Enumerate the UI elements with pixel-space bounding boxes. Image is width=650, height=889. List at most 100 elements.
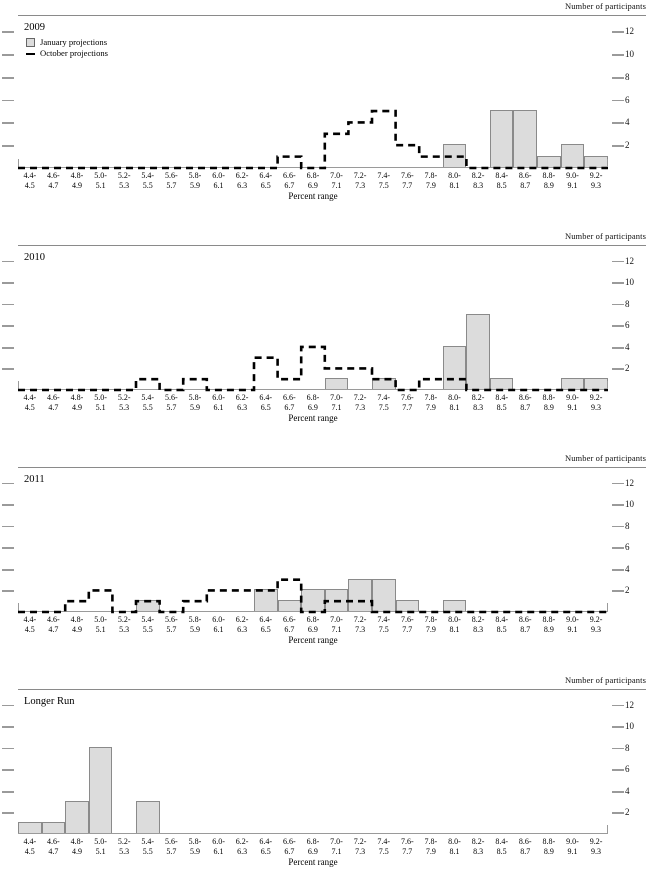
x-tick-label: 6.8- 6.9 [301, 615, 325, 634]
x-tick-upper: 7.9 [425, 846, 436, 856]
y-tick-label-10: 10 [625, 277, 634, 288]
x-tick-lower: 6.2- [235, 393, 249, 402]
panel-top-rule [18, 467, 646, 468]
y-tick-label-12: 12 [625, 477, 634, 488]
x-tick-lower: 6.8- [306, 837, 320, 846]
x-tick-label: 8.8- 8.9 [537, 837, 561, 856]
y-tick-left-4 [2, 346, 14, 349]
y-tick-left-6 [2, 547, 14, 549]
y-tick-label-2: 2 [625, 807, 630, 818]
bar-cell [584, 250, 608, 389]
bar-cell [301, 20, 325, 167]
bar-cell [278, 20, 302, 167]
x-tick-lower: 5.4- [141, 393, 155, 402]
panel-header: Number of participants [0, 674, 650, 694]
y-tick-left-2 [2, 812, 14, 815]
bar-cell [65, 694, 89, 833]
x-tick-upper: 7.5 [378, 180, 389, 190]
x-tick-upper: 5.7 [166, 846, 177, 856]
bar-cell [135, 472, 160, 611]
bar-cell [466, 250, 490, 389]
x-tick-lower: 4.6- [47, 615, 60, 624]
x-tick-lower: 6.8- [306, 393, 320, 402]
bar-cell [41, 694, 66, 833]
bar-cell [136, 250, 160, 389]
y-tick-left-12 [2, 704, 14, 707]
bar-cell [584, 694, 608, 833]
bar-cell [466, 694, 490, 833]
bar-cell [513, 694, 537, 833]
y-tick-label-2: 2 [625, 140, 630, 151]
x-tick-upper: 8.5 [496, 180, 507, 190]
x-tick-lower: 5.8- [188, 393, 202, 402]
x-tick-label: 6.4- 6.5 [254, 615, 278, 634]
x-tick-upper: 7.1 [331, 180, 342, 190]
x-tick-upper: 7.5 [378, 624, 389, 634]
x-tick-upper: 7.9 [425, 624, 436, 634]
x-tick-label: 6.2- 6.3 [230, 393, 254, 412]
plot-wrap: 2 4 6 8 10 12 2009 January projections October p… [0, 20, 650, 168]
y-tick-left-6 [2, 769, 14, 771]
y-tick-left-6 [2, 99, 14, 102]
bar [489, 378, 514, 389]
x-tick-upper: 8.3 [473, 846, 484, 856]
x-tick-upper: 5.5 [142, 846, 153, 856]
x-tick-label: 5.0- 5.1 [89, 171, 113, 190]
x-tick-upper: 8.1 [449, 624, 460, 634]
x-tick-upper: 9.3 [591, 402, 602, 412]
x-tick-lower: 9.0- [566, 615, 579, 624]
y-tick-right-4 [612, 122, 624, 125]
bar-cell [396, 20, 420, 167]
bar [348, 578, 372, 611]
x-tick-label: 6.6- 6.7 [278, 837, 302, 856]
x-tick-label: 6.4- 6.5 [254, 393, 278, 412]
x-tick-upper: 4.7 [48, 180, 59, 190]
x-tick-upper: 9.1 [567, 846, 578, 856]
bar-cell [88, 694, 113, 833]
bar [442, 144, 467, 167]
bar-cell [537, 250, 561, 389]
bar [371, 578, 396, 611]
x-tick-label: 5.0- 5.1 [89, 837, 113, 856]
bar [65, 800, 89, 833]
x-axis-labels-4: 4.4- 4.5 4.6- 4.7 4.8- 4.9 5.0- 5.1 5.2- 5.3 5.4- 5… [18, 837, 608, 856]
x-tick-lower: 5.2- [117, 615, 131, 624]
legend-item-october: October projections [26, 48, 108, 59]
bar [513, 110, 538, 167]
x-tick-lower: 5.4- [141, 171, 155, 180]
y-tick-right-4 [612, 346, 624, 349]
y-tick-label-2: 2 [625, 585, 630, 596]
y-tick-left-2 [2, 368, 14, 371]
x-tick-lower: 8.4- [495, 837, 508, 846]
x-tick-upper: 7.5 [378, 846, 389, 856]
x-tick-lower: 7.2- [353, 171, 367, 180]
bar-cell [183, 250, 207, 389]
bar-cell [372, 20, 396, 167]
bar-cell [112, 250, 136, 389]
panel-top-rule [18, 245, 646, 246]
x-tick-upper: 6.5 [260, 180, 271, 190]
x-tick-lower: 4.8- [70, 171, 84, 180]
x-tick-label: 9.0- 9.1 [561, 393, 585, 412]
x-tick-lower: 5.6- [165, 393, 178, 402]
x-tick-lower: 7.0- [330, 171, 343, 180]
x-tick-upper: 8.1 [449, 180, 460, 190]
x-tick-upper: 7.9 [425, 402, 436, 412]
y-tick-label-10: 10 [625, 49, 634, 60]
y-tick-right-10 [612, 504, 624, 506]
y-tick-left-12 [2, 260, 14, 263]
y-tick-label-4: 4 [625, 563, 630, 574]
x-tick-lower: 4.4- [23, 393, 37, 402]
x-tick-lower: 7.4- [377, 171, 391, 180]
x-tick-label: 7.8- 7.9 [419, 615, 443, 634]
bar [135, 800, 160, 833]
y-tick-label-6: 6 [625, 94, 630, 105]
x-axis-labels-2: 4.4- 4.5 4.6- 4.7 4.8- 4.9 5.0- 5.1 5.2- 5.3 5.4- 5… [18, 393, 608, 412]
x-tick-lower: 5.2- [117, 171, 131, 180]
plot-wrap: 2 4 6 8 10 12 2011 [0, 472, 650, 612]
x-tick-label: 7.4- 7.5 [372, 171, 396, 190]
x-tick-lower: 8.6- [518, 615, 532, 624]
x-tick-upper: 6.3 [237, 180, 248, 190]
bar-cell [160, 20, 184, 167]
x-tick-lower: 4.4- [23, 615, 37, 624]
